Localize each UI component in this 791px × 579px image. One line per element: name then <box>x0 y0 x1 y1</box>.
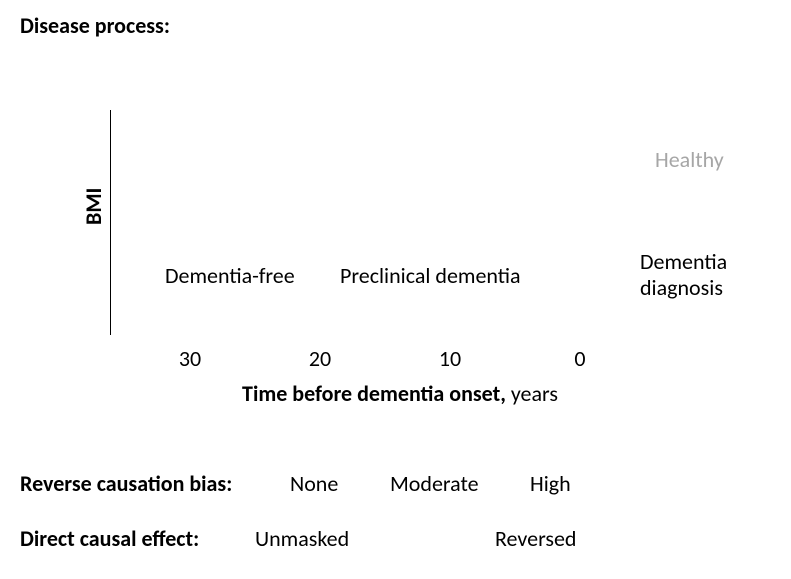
chart: Healthy Dementia-free Preclinical dement… <box>110 70 730 350</box>
heading-direct-effect: Direct causal effect: <box>20 525 199 552</box>
label-diagnosis-line1: Dementia <box>640 248 727 275</box>
label-diagnosis-line2: diagnosis <box>640 274 723 301</box>
bias-level: None <box>290 470 338 497</box>
bias-level: High <box>530 470 571 497</box>
x-axis-label-bold: Time before dementia onset, <box>242 380 506 407</box>
label-preclinical: Preclinical dementia <box>340 262 521 289</box>
x-axis-label-unit: years <box>506 380 558 407</box>
heading-disease-process: Disease process: <box>20 12 170 39</box>
label-healthy: Healthy <box>655 146 724 173</box>
x-tick-label: 0 <box>565 345 595 372</box>
label-dementia-free: Dementia-free <box>165 262 295 289</box>
y-axis-label: BMI <box>80 188 107 225</box>
x-axis-label: Time before dementia onset, years <box>200 380 600 407</box>
bias-level: Moderate <box>390 470 479 497</box>
effect-level: Unmasked <box>255 525 349 552</box>
x-tick-label: 30 <box>170 345 210 372</box>
x-tick-label: 10 <box>430 345 470 372</box>
heading-reverse-bias: Reverse causation bias: <box>20 470 232 497</box>
page: Disease process: BMI Healthy Dementia-fr… <box>0 0 791 579</box>
effect-level: Reversed <box>495 525 576 552</box>
chart-svg <box>110 70 730 350</box>
x-tick-label: 20 <box>300 345 340 372</box>
